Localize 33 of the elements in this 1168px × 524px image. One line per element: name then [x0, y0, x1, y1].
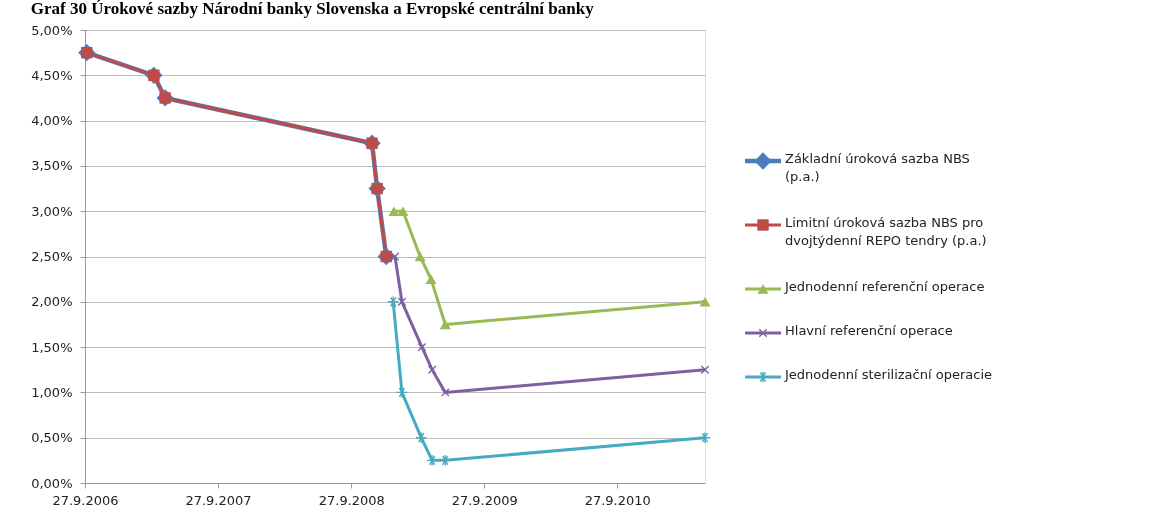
y-tick-label: 3,50% [31, 158, 73, 174]
x-tick-label: 27.9.2008 [318, 492, 385, 508]
point [388, 206, 400, 216]
y-tick-label: 0,50% [31, 430, 73, 446]
point [700, 365, 710, 374]
point [397, 206, 409, 216]
point [427, 365, 437, 374]
y-tick-label: 5,00% [31, 22, 73, 38]
x-tick-label: 27.9.2009 [451, 492, 518, 508]
x-tick-label: 27.9.2007 [185, 492, 252, 508]
point [699, 297, 711, 307]
legend-label: Jednodenní sterilizační operacie [784, 367, 992, 382]
x-tick-label: 27.9.2010 [584, 492, 651, 508]
y-tick-label: 4,00% [31, 113, 73, 129]
legend-label: Limitní úroková sazba NBS pro dvojtýdenní REPO tendry (p.a.) [785, 215, 987, 248]
y-tick-label: 0,00% [31, 475, 73, 491]
y-tick-label: 3,00% [31, 203, 73, 219]
point [414, 251, 426, 262]
y-tick-label: 2,00% [31, 294, 73, 310]
point [439, 319, 451, 330]
point [390, 252, 400, 261]
point [397, 297, 407, 306]
y-tick-label: 1,50% [31, 339, 73, 355]
y-tick-label: 2,50% [31, 249, 73, 264]
legend-label: Základní úroková sazba NBS (p.a.) [785, 151, 970, 184]
y-tick-label: 1,00% [31, 384, 73, 400]
chart-title: Graf 30 Úrokové sazby Národní banky Slovenska a Evropské centrální banky [30, 0, 595, 18]
legend-label: Hlavní referenční operace [785, 323, 953, 338]
x-tick-label: 27.9.2006 [52, 492, 119, 508]
point [425, 274, 437, 284]
point [441, 388, 450, 397]
y-tick-label: 4,50% [31, 67, 73, 83]
legend-label: Jednodenní referenční operace [784, 279, 985, 294]
